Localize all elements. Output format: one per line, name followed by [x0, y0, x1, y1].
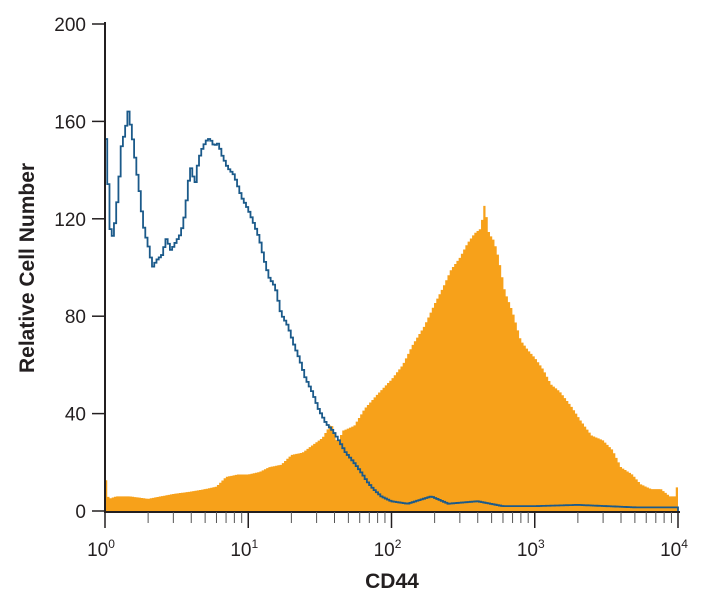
- y-tick-label: 200: [54, 15, 86, 36]
- plot-area: [104, 110, 679, 511]
- y-tick-label: 80: [65, 307, 86, 328]
- y-tick-label: 40: [65, 405, 86, 426]
- x-tick-label: 103: [517, 537, 545, 561]
- x-axis-ticks: 100 101 102 103 104: [87, 512, 688, 561]
- x-tick-label: 100: [87, 537, 115, 561]
- y-axis-ticks: 0 40 80 120 160 200: [54, 15, 105, 523]
- y-tick-label: 0: [75, 502, 86, 523]
- y-axis-title: Relative Cell Number: [16, 163, 39, 373]
- series-0-filled-histogram: [105, 205, 678, 511]
- x-tick-label: 102: [374, 537, 402, 561]
- y-tick-label: 120: [54, 210, 86, 231]
- x-tick-label: 101: [230, 537, 258, 561]
- y-tick-label: 160: [54, 112, 86, 133]
- x-tick-label: 104: [660, 537, 688, 561]
- series-1-outline-histogram: [104, 110, 679, 511]
- x-axis-title: CD44: [365, 570, 419, 593]
